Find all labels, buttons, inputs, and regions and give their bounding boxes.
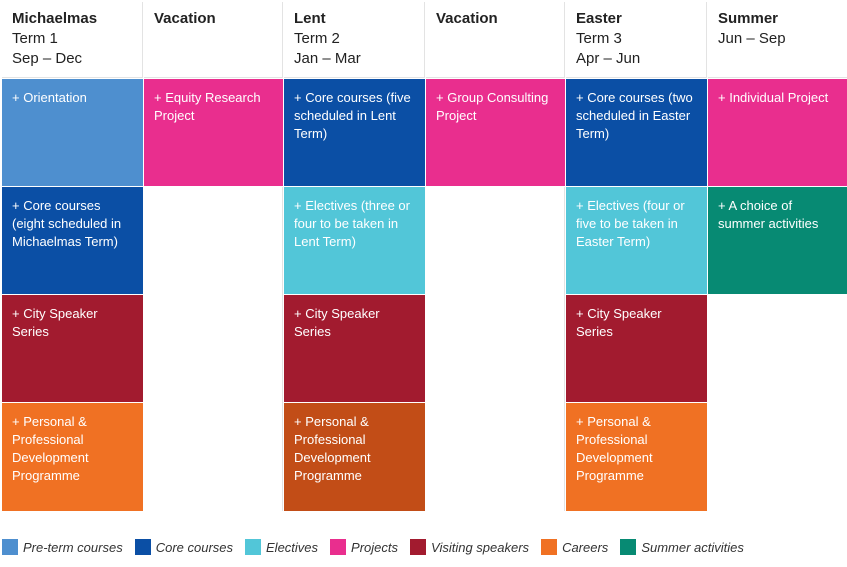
column-header-easter: Easter Term 3 Apr – Jun <box>566 2 707 78</box>
legend-swatch <box>330 539 347 555</box>
column-name: Summer <box>718 10 779 27</box>
legend-label: Electives <box>266 539 319 555</box>
cell-electives-easter: + Electives (four or five to be taken in… <box>566 187 707 294</box>
legend-swatch <box>2 539 18 555</box>
cell-core-michaelmas: + Core courses (eight scheduled in Micha… <box>2 187 143 294</box>
legend-item-speakers: Visiting speakers <box>410 539 529 555</box>
cell-core-lent: + Core courses (five scheduled in Lent T… <box>284 79 425 186</box>
column-name: Michaelmas <box>12 10 98 27</box>
legend-item-core: Core courses <box>134 539 234 555</box>
legend-swatch <box>541 539 558 555</box>
legend-label: Pre-term courses <box>23 539 123 555</box>
cell-speakers-lent: + City Speaker Series <box>284 295 425 402</box>
column-name: Lent <box>294 10 326 27</box>
cell-electives-lent: + Electives (three or four to be taken i… <box>284 187 425 294</box>
legend-swatch <box>245 539 262 555</box>
cell-equity-research-project: + Equity Research Project <box>144 79 283 186</box>
column-term: Term 1 <box>12 30 58 47</box>
column-months: Sep – Dec <box>12 50 83 67</box>
column-name: Easter <box>576 10 622 27</box>
legend-item-electives: Electives <box>245 539 318 555</box>
column-header-vacation-1: Vacation <box>144 2 283 78</box>
column-term: Term 3 <box>576 30 622 47</box>
cell-group-consulting-project: + Group Consulting Project <box>426 79 565 186</box>
legend-item-pre-term: Pre-term courses <box>2 539 123 555</box>
column-months: Apr – Jun <box>576 50 641 67</box>
cell-summer-activities: + A choice of summer activities <box>708 187 847 294</box>
column-term: Jun – Sep <box>718 30 786 47</box>
legend-label: Careers <box>562 539 609 555</box>
cell-orientation: + Orientation <box>2 79 143 186</box>
cell-core-easter: + Core courses (two scheduled in Easter … <box>566 79 707 186</box>
empty-cell <box>708 295 847 511</box>
legend-label: Projects <box>351 539 399 555</box>
empty-cell <box>426 187 565 511</box>
programme-timetable: Michaelmas Term 1 Sep – Dec Vacation Len… <box>2 2 847 511</box>
column-name: Vacation <box>436 10 498 27</box>
column-term: Term 2 <box>294 30 340 47</box>
empty-cell <box>144 187 283 511</box>
cell-ppd-easter: + Personal & Professional Development Pr… <box>566 403 707 511</box>
column-header-lent: Lent Term 2 Jan – Mar <box>284 2 425 78</box>
column-header-michaelmas: Michaelmas Term 1 Sep – Dec <box>2 2 143 78</box>
legend-swatch <box>134 539 151 555</box>
cell-speakers-easter: + City Speaker Series <box>566 295 707 402</box>
legend-swatch <box>410 539 427 555</box>
cell-individual-project: + Individual Project <box>708 79 847 186</box>
column-header-summer: Summer Jun – Sep <box>708 2 847 78</box>
cell-ppd-michaelmas: + Personal & Professional Development Pr… <box>2 403 143 511</box>
legend: Pre-term courses Core courses Electives … <box>2 538 756 556</box>
legend-swatch <box>620 539 637 555</box>
column-months: Jan – Mar <box>294 50 361 67</box>
legend-label: Core courses <box>155 539 234 555</box>
column-name: Vacation <box>154 10 216 27</box>
legend-label: Summer activities <box>641 539 744 555</box>
legend-label: Visiting speakers <box>431 539 530 555</box>
column-header-vacation-2: Vacation <box>426 2 565 78</box>
legend-item-projects: Projects <box>330 539 398 555</box>
cell-ppd-lent: + Personal & Professional Development Pr… <box>284 403 425 511</box>
legend-item-careers: Careers <box>541 539 608 555</box>
cell-speakers-michaelmas: + City Speaker Series <box>2 295 143 402</box>
legend-item-summer: Summer activities <box>620 539 744 555</box>
